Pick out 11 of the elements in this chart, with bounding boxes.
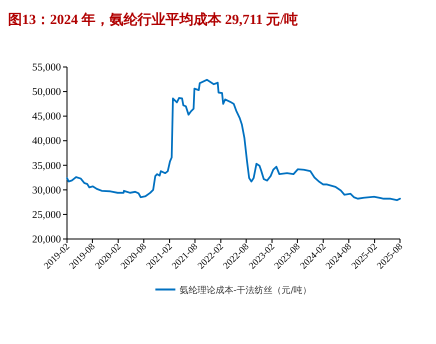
- legend-label: 氨纶理论成本-干法纺丝（元/吨）: [179, 285, 312, 296]
- y-tick-label: 35,000: [32, 160, 61, 172]
- y-tick-label: 45,000: [32, 112, 61, 123]
- y-tick-label: 25,000: [32, 210, 61, 221]
- y-tick-label: 20,000: [32, 234, 61, 246]
- chart-title: 图13：2024 年，氨纶行业平均成本 29,711 元/吨: [8, 12, 298, 28]
- line-series: [66, 78, 401, 202]
- y-tick-label: 50,000: [32, 87, 61, 98]
- y-tick-label: 30,000: [32, 185, 61, 196]
- y-tick-label: 40,000: [32, 136, 61, 148]
- y-tick-label: 55,000: [32, 62, 61, 74]
